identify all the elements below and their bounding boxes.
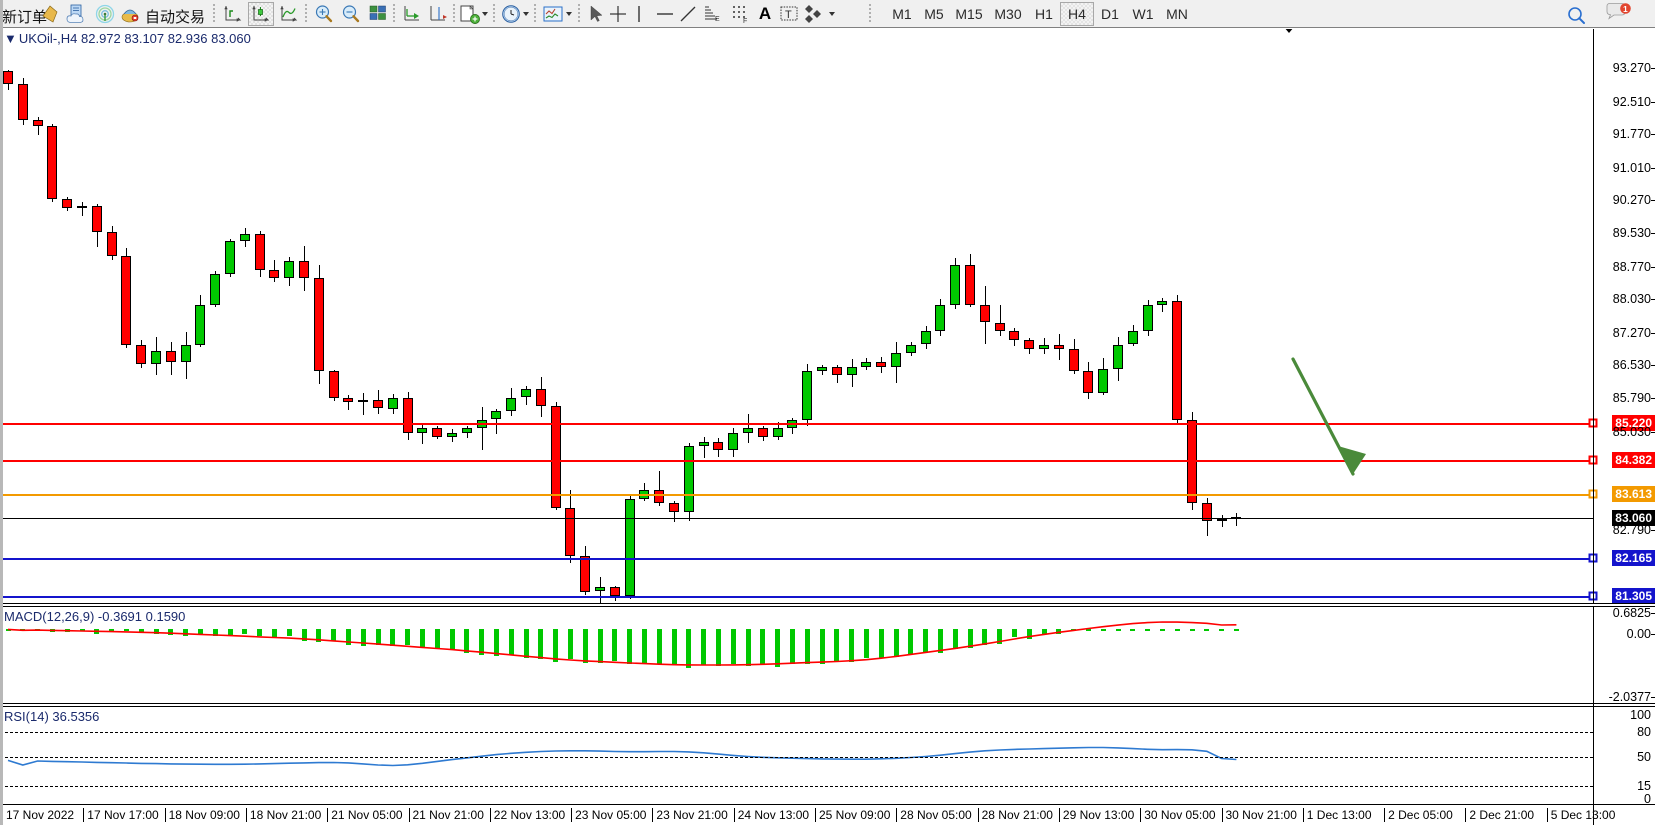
svg-text:F: F xyxy=(743,18,747,24)
svg-text:1: 1 xyxy=(1623,4,1628,14)
svg-text:E: E xyxy=(715,16,720,23)
svg-text:T: T xyxy=(785,9,792,21)
